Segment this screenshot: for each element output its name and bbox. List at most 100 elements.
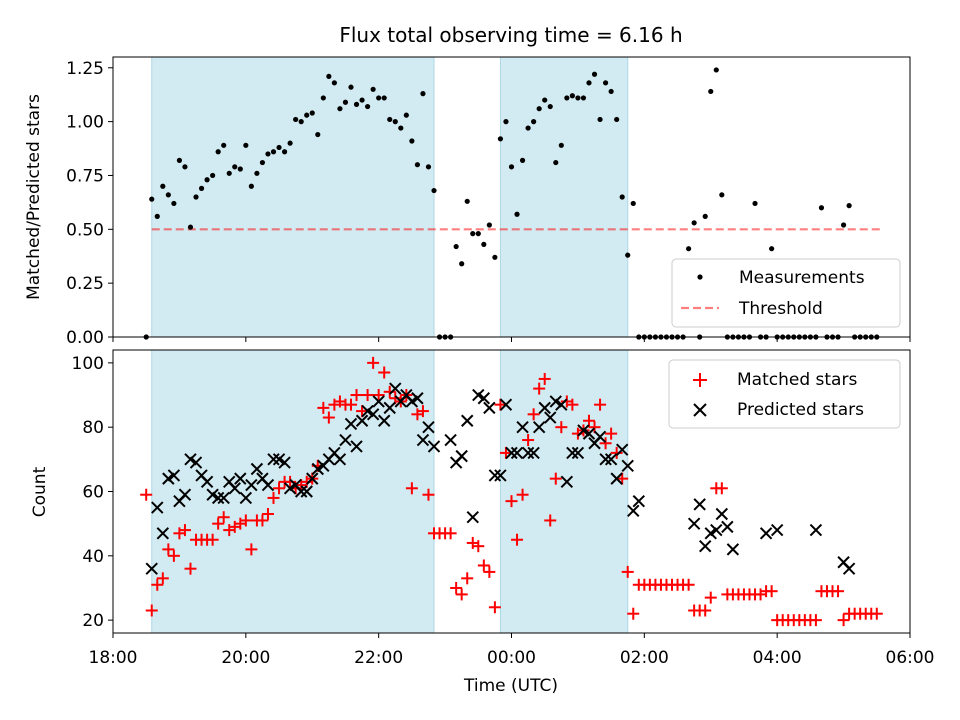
matched-star-point	[151, 578, 164, 591]
predicted-star-point	[422, 420, 435, 434]
measurement-point	[553, 159, 559, 166]
predicted-star-point	[189, 456, 203, 469]
predicted-star-point	[499, 398, 513, 411]
measurement-point	[298, 119, 304, 125]
predicted-star-point	[571, 446, 585, 460]
measurement-point	[569, 93, 575, 99]
matched-star-point	[566, 398, 579, 411]
measurement-point	[320, 95, 326, 101]
matched-star-point	[610, 446, 623, 459]
y-tick-label: 1.00	[66, 113, 104, 133]
measurement-point	[337, 106, 343, 112]
measurement-point	[431, 187, 437, 194]
shaded-interval	[151, 57, 435, 337]
measurement-point	[160, 183, 166, 189]
measurement-point	[420, 91, 426, 97]
legend-label-matched: Matched stars	[737, 370, 857, 390]
measurement-point	[210, 172, 216, 179]
measurement-point	[326, 73, 332, 79]
predicted-star-point	[377, 414, 391, 427]
measurement-point	[359, 97, 365, 103]
matched-star-point	[367, 356, 380, 369]
measurement-point	[171, 200, 177, 207]
measurement-point	[508, 164, 515, 170]
top-shaded-intervals	[151, 57, 629, 337]
matched-star-point	[715, 482, 728, 495]
measurement-point	[403, 112, 409, 118]
bottom-legend: Matched stars Predicted stars	[668, 359, 901, 429]
matched-star-point	[461, 572, 474, 585]
measurement-point	[254, 170, 260, 176]
predicted-star-point	[699, 539, 712, 553]
measurement-point	[459, 261, 465, 267]
predicted-star-point	[272, 453, 286, 466]
predicted-star-point	[228, 482, 241, 495]
matched-star-point	[372, 389, 385, 402]
bottom-axis-ticks: 20 40 60 80 100 18:00 20:00 22:00 00:00 02:00 04:0…	[72, 354, 935, 668]
matched-star-point	[450, 581, 463, 594]
matched-star-point	[178, 524, 191, 537]
predicted-star-point	[549, 395, 562, 408]
measurement-point	[542, 97, 548, 103]
legend-marker-matched	[693, 373, 707, 387]
predicted-star-point	[383, 401, 396, 415]
predicted-star-point	[466, 511, 479, 524]
measurement-point	[348, 84, 354, 90]
measurement-point	[281, 149, 288, 155]
predicted-star-point	[770, 523, 784, 537]
matched-star-point	[145, 604, 158, 617]
measurement-point	[193, 194, 199, 200]
predicted-star-point	[516, 420, 529, 434]
matched-star-point	[239, 514, 252, 527]
measurement-point	[342, 99, 349, 105]
x-tick-label: 20:00	[221, 648, 270, 668]
matched-star-point	[499, 446, 512, 459]
measurement-point	[575, 95, 581, 101]
matched-star-point	[217, 511, 230, 524]
measurement-point	[309, 110, 315, 116]
legend-marker-measurements	[697, 274, 703, 280]
matched-star-point	[350, 389, 363, 402]
measurement-point	[409, 138, 415, 144]
y-tick-label: 40	[82, 547, 104, 567]
measurement-point	[259, 159, 266, 166]
measurement-point	[503, 119, 509, 125]
measurement-point	[315, 131, 321, 138]
measurement-point	[586, 80, 592, 86]
legend-label-threshold: Threshold	[738, 299, 823, 319]
x-tick-label: 18:00	[89, 648, 138, 668]
matched-star-point	[516, 488, 529, 501]
predicted-star-point	[610, 472, 623, 485]
matched-star-point	[422, 488, 435, 501]
top-legend-box	[671, 258, 901, 328]
predicted-star-point	[582, 427, 596, 440]
predicted-star-point	[283, 482, 297, 495]
matched-star-point	[582, 414, 595, 427]
measurement-point	[719, 192, 725, 198]
predicted-star-point	[145, 562, 158, 575]
matched-star-point	[594, 398, 607, 411]
matched-star-point	[356, 405, 369, 418]
matched-star-point	[378, 366, 391, 379]
measurement-point	[547, 103, 553, 110]
measurement-point	[276, 144, 282, 151]
measurement-point	[497, 136, 504, 142]
measurement-point	[630, 200, 636, 207]
matched-star-point	[206, 533, 219, 546]
predicted-star-point	[477, 392, 491, 405]
predicted-star-point	[405, 395, 419, 408]
predicted-star-point	[355, 414, 369, 427]
predicted-star-point	[311, 462, 324, 476]
measurement-point	[387, 116, 393, 123]
matched-star-point	[832, 585, 845, 598]
predicted-star-point	[505, 446, 518, 460]
measurement-point	[840, 222, 847, 228]
matched-star-point	[621, 565, 634, 578]
predicted-star-point	[455, 449, 468, 463]
measurement-point	[514, 211, 520, 217]
y-tick-label: 80	[82, 418, 104, 438]
matched-star-point	[256, 514, 269, 527]
predicted-star-point	[184, 453, 197, 466]
matched-star-point	[444, 527, 457, 540]
y-tick-label: 1.25	[66, 59, 104, 79]
